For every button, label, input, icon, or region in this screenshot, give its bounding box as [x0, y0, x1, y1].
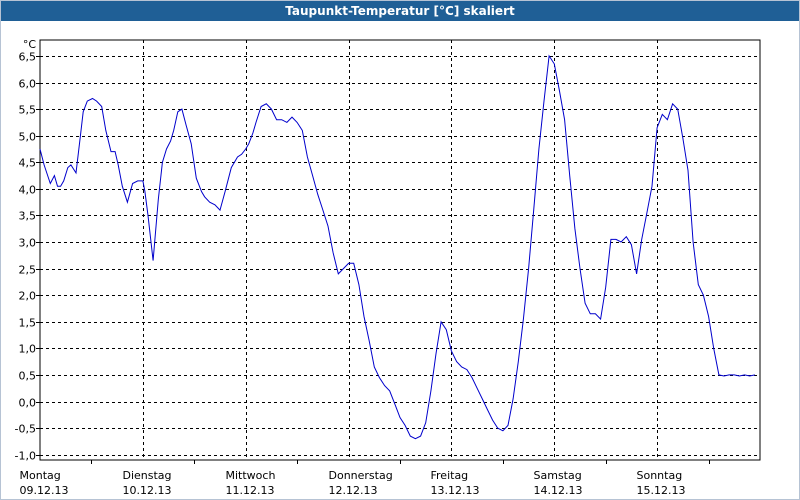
x-day-label: Freitag: [431, 469, 469, 482]
y-tick-label: 1,0: [19, 343, 37, 356]
y-tick-label: 4,0: [19, 184, 37, 197]
x-day-label: Montag: [20, 469, 61, 482]
x-date-label: 14.12.13: [534, 484, 583, 497]
y-tick-label: 0,0: [19, 397, 37, 410]
x-day-label: Samstag: [534, 469, 582, 482]
x-day-label: Mittwoch: [226, 469, 276, 482]
y-tick-label: 5,0: [19, 131, 37, 144]
x-date-label: 11.12.13: [226, 484, 275, 497]
x-day-label: Donnerstag: [329, 469, 393, 482]
y-tick-label: 2,5: [19, 264, 37, 277]
y-tick-label: 4,5: [19, 157, 37, 170]
y-tick-label: 0,5: [19, 370, 37, 383]
y-tick-label: 1,5: [19, 317, 37, 330]
x-day-label: Sonntag: [637, 469, 683, 482]
y-tick-label: 3,5: [19, 210, 37, 223]
x-date-label: 09.12.13: [20, 484, 69, 497]
x-date-label: 10.12.13: [123, 484, 172, 497]
y-tick-label: -0,5: [15, 423, 36, 436]
y-axis-unit: °C: [23, 38, 37, 51]
x-date-label: 12.12.13: [329, 484, 378, 497]
chart-title: Taupunkt-Temperatur [°C] skaliert: [1, 1, 799, 21]
series-line: [39, 54, 756, 440]
y-tick-label: 6,5: [19, 51, 37, 64]
x-date-label: 15.12.13: [637, 484, 686, 497]
plot-area: [39, 39, 761, 461]
x-date-label: 13.12.13: [431, 484, 480, 497]
y-tick-label: 5,5: [19, 104, 37, 117]
x-day-label: Dienstag: [123, 469, 172, 482]
y-tick-label: 3,0: [19, 237, 37, 250]
y-tick-label: -1,0: [15, 450, 36, 463]
y-tick-label: 6,0: [19, 78, 37, 91]
y-tick-label: 2,0: [19, 290, 37, 303]
